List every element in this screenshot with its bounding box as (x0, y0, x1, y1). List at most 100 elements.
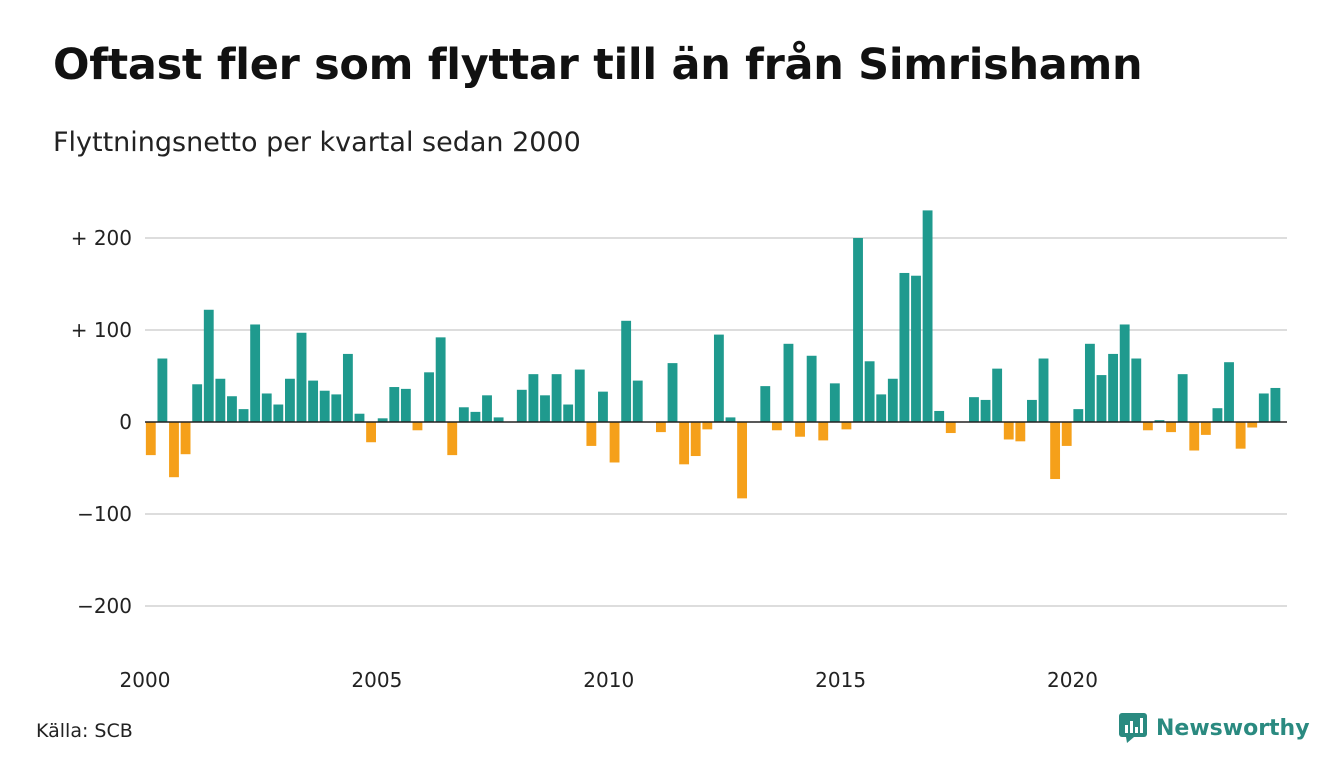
bar (1131, 358, 1142, 422)
bar (1212, 408, 1223, 422)
y-tick-label: + 100 (71, 318, 132, 342)
bar (331, 394, 342, 422)
bar (586, 422, 597, 446)
bar (273, 404, 284, 422)
bar (1108, 353, 1119, 422)
bar (354, 413, 365, 422)
bar (157, 358, 168, 422)
bar (598, 391, 608, 422)
bar (1061, 422, 1072, 446)
bar (992, 368, 1003, 422)
bar (470, 411, 481, 422)
bar (192, 384, 203, 422)
bar (458, 407, 469, 422)
bar (737, 422, 748, 499)
bar (725, 417, 736, 422)
bar (818, 422, 829, 441)
bar (1166, 422, 1176, 433)
bar (667, 363, 678, 422)
x-tick-label: 2005 (351, 668, 402, 692)
bar (1038, 358, 1049, 422)
bar (1003, 422, 1014, 440)
bar (1258, 393, 1269, 422)
bar (215, 378, 226, 422)
bar (1177, 374, 1188, 422)
bar (911, 275, 921, 422)
bar (516, 389, 527, 422)
bar (389, 387, 400, 422)
bar (760, 386, 771, 422)
bar (551, 374, 562, 422)
bar (679, 422, 690, 465)
bar (1119, 324, 1130, 422)
bar (296, 332, 307, 422)
bar (424, 372, 434, 422)
y-tick-label: + 200 (71, 226, 132, 250)
bar (342, 353, 353, 422)
bar (366, 422, 376, 443)
bar (308, 380, 319, 422)
bar (1235, 422, 1246, 449)
y-tick-label: 0 (119, 410, 132, 434)
bar (285, 378, 295, 422)
bar (887, 378, 898, 422)
bar (934, 410, 945, 422)
grid-lines (145, 237, 1287, 607)
bar (841, 422, 852, 430)
bar (412, 422, 423, 431)
bar (1073, 409, 1084, 422)
bar (1027, 399, 1037, 422)
bar (1200, 422, 1211, 435)
bar (203, 309, 214, 422)
bar (540, 395, 550, 422)
chart-title: Oftast fler som flyttar till än från Sim… (53, 40, 1143, 90)
y-tick-label: −100 (77, 502, 132, 526)
x-tick-label: 2020 (1047, 668, 1098, 692)
y-tick-label: −200 (77, 594, 132, 618)
bar (806, 355, 817, 422)
bar (1050, 422, 1061, 480)
x-tick-label: 2015 (815, 668, 866, 692)
bar (482, 395, 492, 422)
bar (1154, 420, 1165, 422)
bar (319, 390, 330, 422)
bar (377, 418, 388, 422)
bar (145, 422, 156, 456)
chart-subtitle: Flyttningsnetto per kvartal sedan 2000 (53, 127, 581, 158)
bar (1247, 422, 1258, 428)
bar (945, 422, 956, 434)
bar (1084, 343, 1095, 422)
brand[interactable]: Newsworthy (1118, 712, 1310, 744)
bar (702, 422, 713, 430)
bar (899, 272, 910, 422)
bar (1270, 387, 1281, 422)
bar (563, 404, 574, 422)
bar (238, 409, 249, 422)
bar (400, 388, 411, 422)
bar (609, 422, 620, 463)
bar (1096, 375, 1107, 422)
bar (250, 324, 261, 422)
bar (621, 320, 632, 422)
bar (795, 422, 805, 437)
bar (829, 383, 840, 422)
bar (864, 361, 875, 422)
bar (1224, 362, 1234, 422)
brand-name: Newsworthy (1156, 715, 1310, 741)
x-tick-label: 2000 (120, 668, 171, 692)
bar (1015, 422, 1026, 442)
bar (574, 369, 585, 422)
bars (145, 210, 1281, 499)
bar (876, 394, 887, 422)
bar (853, 238, 863, 422)
bar (447, 422, 458, 456)
bar (435, 337, 446, 422)
bar (980, 399, 991, 422)
bar (656, 422, 666, 433)
bar (227, 396, 237, 422)
y-axis-labels: + 200 + 100 0 −100 −200 (71, 226, 132, 618)
bar (493, 417, 504, 422)
bar (1142, 422, 1153, 431)
bar (180, 422, 191, 455)
